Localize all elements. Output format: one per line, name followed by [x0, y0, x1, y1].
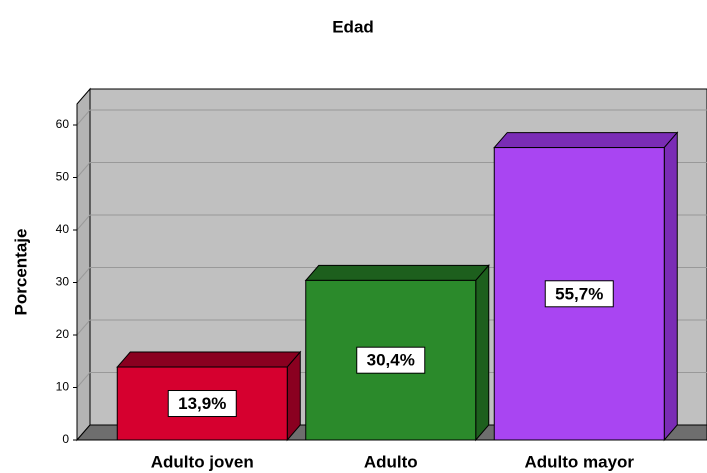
y-axis-label: Porcentaje [11, 229, 30, 316]
y-tick-label: 60 [56, 117, 70, 131]
y-tick-label: 50 [56, 170, 70, 184]
value-label-box [167, 390, 237, 418]
grid-line [76, 109, 91, 126]
value-label-box [544, 280, 614, 308]
y-tick-label: 20 [56, 327, 70, 341]
grid-line [76, 372, 91, 388]
side-wall [76, 87, 91, 442]
bar-top [116, 351, 302, 368]
grid-line [76, 267, 91, 283]
value-label: 13,9% [178, 394, 226, 413]
bar-top [304, 264, 490, 281]
bar-top [493, 132, 679, 149]
x-tick-label: Adulto mayor [524, 452, 634, 471]
x-tick-label: Adulto [364, 452, 418, 471]
bar-side [286, 350, 301, 442]
grid-line [76, 162, 91, 178]
value-label-box [356, 346, 426, 374]
y-tick-label: 30 [56, 275, 70, 289]
bar-side [475, 264, 490, 442]
chart-title: Edad [332, 17, 374, 36]
bar-side [663, 131, 678, 442]
value-label: 30,4% [367, 351, 415, 370]
y-tick-label: 40 [56, 222, 70, 236]
y-tick-label: 0 [62, 432, 69, 446]
grid-line [76, 319, 91, 336]
grid-line [76, 214, 91, 231]
value-label: 55,7% [555, 284, 603, 303]
y-tick-label: 10 [56, 380, 70, 394]
x-tick-label: Adulto joven [151, 452, 254, 471]
